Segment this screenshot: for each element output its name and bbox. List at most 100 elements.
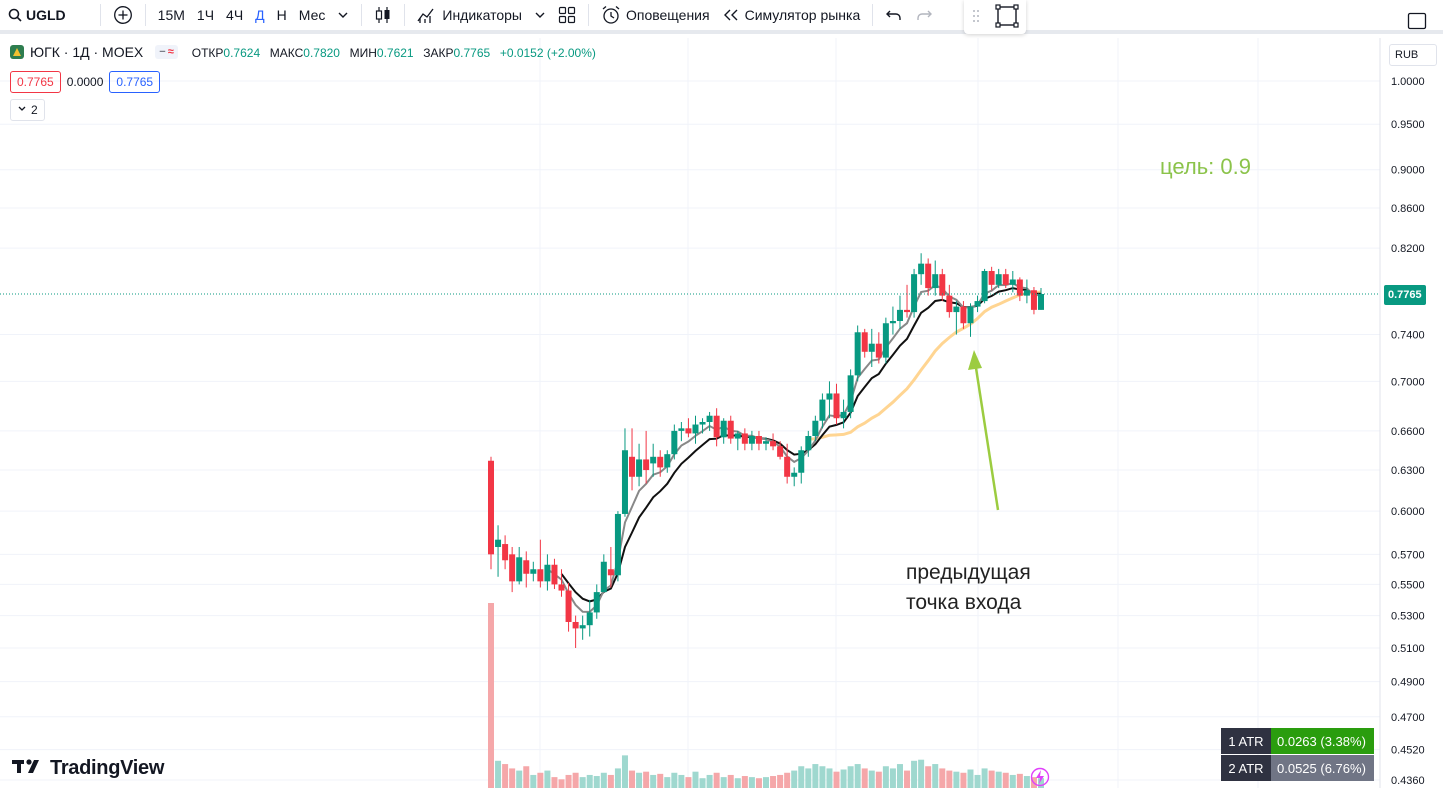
price-tick-label: 0.4900 <box>1391 677 1425 689</box>
replay-button[interactable]: Симулятор рынка <box>716 0 867 30</box>
currency-select[interactable]: RUB <box>1389 44 1437 66</box>
open-label: ОТКР <box>191 45 224 60</box>
candle-body <box>727 420 734 439</box>
candle-body <box>495 539 502 547</box>
interval-1h[interactable]: 1Ч <box>196 7 215 23</box>
change-value: +0.0152 (+2.00%) <box>499 45 596 60</box>
indicators-icon <box>417 6 437 24</box>
candle-body <box>629 456 636 477</box>
volume-bar <box>854 764 861 788</box>
add-circle-icon <box>113 5 133 25</box>
volume-bar <box>826 768 833 788</box>
candle-body <box>643 459 650 471</box>
symbol-search-button[interactable]: UGLD <box>0 0 72 30</box>
candle-body <box>650 456 657 464</box>
atr-value: 0.0525 (6.76%) <box>1271 755 1374 781</box>
tradingview-mark-icon <box>12 757 44 780</box>
candle-body <box>699 422 706 425</box>
volume-bar <box>763 777 769 788</box>
alerts-button[interactable]: Оповещения <box>595 0 716 30</box>
interval-day[interactable]: Д <box>255 7 265 23</box>
layouts-button[interactable] <box>552 0 582 30</box>
price-chart[interactable]: 1.0000 0.9500 0.9000 0.8600 0.8200 0.7400 0.70… <box>0 38 1443 788</box>
price-tick-label: 0.4360 <box>1391 775 1425 787</box>
buy-sell-panel: 0.7765 0.0000 0.7765 <box>10 71 161 93</box>
interval-week[interactable]: Н <box>276 7 287 23</box>
volume-bar <box>1038 778 1044 788</box>
volume-bar <box>953 771 960 788</box>
lightning-icon[interactable] <box>1030 767 1050 788</box>
alarm-clock-icon <box>601 5 621 25</box>
volume-bar <box>777 774 784 788</box>
volume-bar <box>847 766 854 788</box>
series-title[interactable]: ЮГК · 1Д · MOEX <box>30 44 144 60</box>
sell-button[interactable]: 0.7765 <box>10 71 61 93</box>
price-tick-label: 0.6600 <box>1391 426 1425 438</box>
chart-type-button[interactable] <box>368 0 398 30</box>
target-annotation[interactable]: цель: 0.9 <box>1160 154 1251 179</box>
volume-bar <box>896 764 903 788</box>
toolbar-divider <box>587 4 589 26</box>
volume-bar <box>593 776 600 788</box>
top-toolbar: UGLD 15М 1Ч 4Ч Д Н Мес Индикаторы <box>0 0 1443 34</box>
toolbar-divider <box>99 4 101 26</box>
tradingview-logo[interactable]: TradingView <box>12 757 164 780</box>
high-label: МАКС <box>269 45 304 60</box>
select-area-icon[interactable] <box>994 3 1019 31</box>
interval-4h[interactable]: 4Ч <box>226 7 244 23</box>
open-value: 0.7624 <box>223 45 261 60</box>
interval-15m[interactable]: 15М <box>157 7 185 23</box>
volume-bar <box>650 774 657 788</box>
alerts-label: Оповещения <box>625 7 710 23</box>
volume-bar <box>819 766 826 788</box>
candle-body <box>819 399 826 421</box>
candle-body <box>706 415 713 423</box>
undo-button[interactable] <box>879 0 909 30</box>
price-tick-label: 0.5100 <box>1391 643 1425 655</box>
ma-fast-line <box>546 282 1042 613</box>
fullscreen-button[interactable] <box>1401 6 1433 36</box>
redo-button[interactable] <box>909 0 939 30</box>
candle-body <box>798 450 805 473</box>
volume-bar <box>875 771 882 788</box>
volume-bar <box>699 778 706 788</box>
close-value: 0.7765 <box>453 45 491 60</box>
indicators-toggle[interactable]: 2 <box>10 99 45 121</box>
candle-body <box>692 424 699 434</box>
interval-month[interactable]: Мес <box>298 7 326 23</box>
volume-bar <box>664 777 671 788</box>
indicators-dropdown[interactable] <box>528 0 552 30</box>
indicators-button[interactable]: Индикаторы <box>411 0 528 30</box>
candle-body <box>537 569 544 582</box>
compare-button[interactable] <box>107 0 139 30</box>
candle-body <box>791 472 798 477</box>
series-toggle[interactable]: − ≈ <box>155 45 178 59</box>
volume-bar <box>939 768 946 788</box>
volume-bar <box>988 770 995 788</box>
candle-body <box>988 271 995 285</box>
chevron-down-icon <box>17 103 27 117</box>
grid-icon <box>558 6 576 24</box>
candle-body <box>777 446 784 457</box>
price-tick-label: 1.0000 <box>1391 76 1425 88</box>
wave-icon: ≈ <box>167 46 174 58</box>
prev-entry-annotation[interactable]: предыдущая точка входа <box>906 558 1031 618</box>
candle-body <box>847 375 854 412</box>
volume-bar <box>671 772 678 788</box>
candle-body <box>664 454 671 468</box>
candle-body <box>586 612 593 626</box>
volume-bar <box>713 772 720 788</box>
volume-bar <box>621 755 628 788</box>
candle-body <box>875 343 882 358</box>
candle-body <box>565 590 572 622</box>
price-tick-label: 0.6300 <box>1391 465 1425 477</box>
volume-bar <box>904 770 911 788</box>
candle-body <box>868 343 875 352</box>
atr-row: 1 ATR 0.0263 (3.38%) <box>1221 728 1374 754</box>
interval-dropdown[interactable] <box>331 0 355 30</box>
candle-body <box>1016 279 1023 296</box>
candle-body <box>636 459 643 477</box>
volume-bar <box>544 770 551 788</box>
buy-button[interactable]: 0.7765 <box>109 71 161 93</box>
drag-handle-icon[interactable] <box>972 9 980 26</box>
